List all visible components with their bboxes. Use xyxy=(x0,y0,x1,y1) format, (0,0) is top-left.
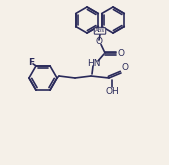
Text: F: F xyxy=(28,58,34,67)
Text: OH: OH xyxy=(105,86,119,96)
Text: O: O xyxy=(118,49,125,57)
Text: O: O xyxy=(95,37,103,47)
Text: Abs: Abs xyxy=(95,29,105,33)
Text: O: O xyxy=(122,63,129,72)
Text: HN: HN xyxy=(87,59,101,67)
